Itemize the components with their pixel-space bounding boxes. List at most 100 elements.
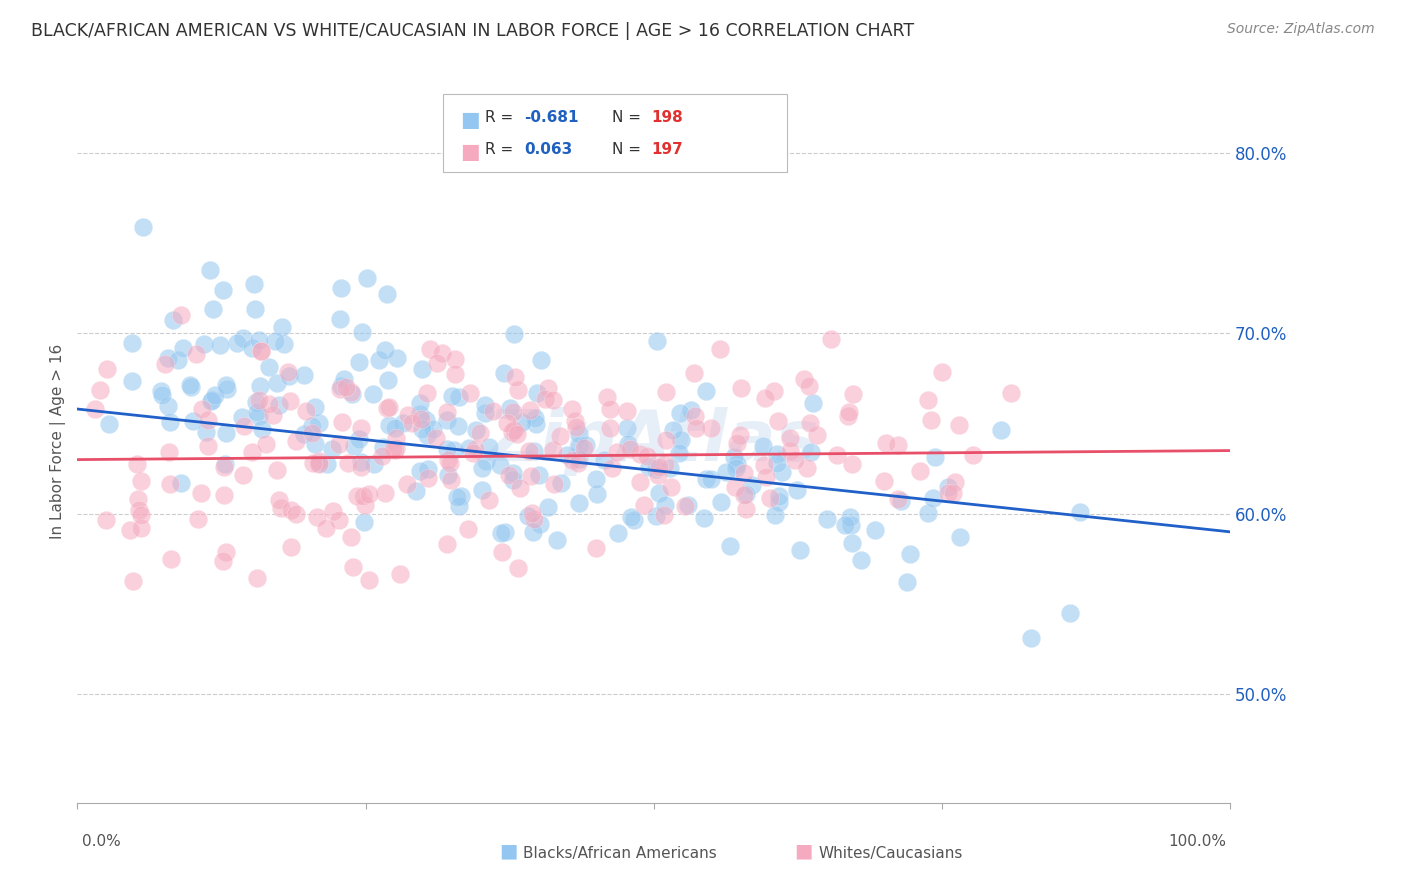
Point [232,331,254,345]
Point [416,471,439,485]
Point [416,462,439,476]
Point [890,493,912,508]
Point [375,401,398,415]
Point [181,414,204,428]
Point [395,477,418,491]
Point [195,425,218,439]
Point [470,425,492,440]
Point [247,392,270,407]
Point [262,408,284,422]
Point [620,510,643,524]
Point [416,386,439,401]
Point [432,346,454,360]
Point [655,384,678,399]
Point [231,410,253,425]
Point [681,403,703,417]
Point [128,503,150,517]
Point [617,436,640,450]
Point [160,552,183,566]
Point [593,453,616,467]
Point [267,397,290,411]
Y-axis label: In Labor Force | Age > 16: In Labor Force | Age > 16 [51,344,66,539]
Point [449,390,471,404]
Point [520,469,543,483]
Point [489,526,512,541]
Point [245,405,267,419]
Point [377,373,399,387]
Point [523,443,546,458]
Point [190,485,212,500]
Point [392,416,415,430]
Point [254,437,277,451]
Point [699,421,721,435]
Point [150,384,173,398]
Point [357,573,380,587]
Point [506,427,529,442]
Point [633,498,655,512]
Point [321,442,343,457]
Text: ■: ■ [499,842,517,861]
Point [896,574,918,589]
Text: 197: 197 [651,142,683,157]
Point [607,526,630,541]
Point [247,333,270,347]
Point [389,566,412,581]
Point [523,511,546,525]
Point [357,487,380,501]
Point [373,440,395,454]
Point [645,334,668,348]
Point [197,413,219,427]
Point [652,508,675,523]
Point [619,442,641,456]
Point [198,262,221,277]
Point [655,433,678,447]
Point [762,384,785,398]
Point [908,464,931,478]
Point [766,447,789,461]
Point [384,441,406,455]
Point [458,385,481,400]
Point [693,510,716,524]
Point [602,461,624,475]
Point [127,491,149,506]
Point [561,402,583,417]
Text: R =: R = [485,110,519,125]
Text: Source: ZipAtlas.com: Source: ZipAtlas.com [1227,22,1375,37]
Point [201,393,224,408]
Point [730,381,752,395]
Point [695,472,717,486]
Point [350,455,373,469]
Point [501,425,523,440]
Point [129,508,152,522]
Point [250,344,273,359]
Point [931,366,953,380]
Point [129,475,152,489]
Point [340,530,363,544]
Point [567,456,589,470]
Point [232,467,254,482]
Point [202,302,225,317]
Point [768,490,790,504]
Point [436,405,458,419]
Point [308,453,330,467]
Point [502,467,524,481]
Point [167,353,190,368]
Point [215,378,238,392]
Point [936,485,959,500]
Point [718,539,741,553]
Point [733,488,755,502]
Point [839,517,862,532]
Point [246,571,269,585]
Point [800,445,823,459]
Point [496,416,519,430]
Point [526,385,548,400]
Point [280,503,302,517]
Point [170,476,193,491]
Point [519,403,541,417]
Point [599,402,621,417]
Point [599,421,621,435]
Point [623,512,645,526]
Point [94,513,117,527]
Point [709,343,731,357]
Point [789,543,811,558]
